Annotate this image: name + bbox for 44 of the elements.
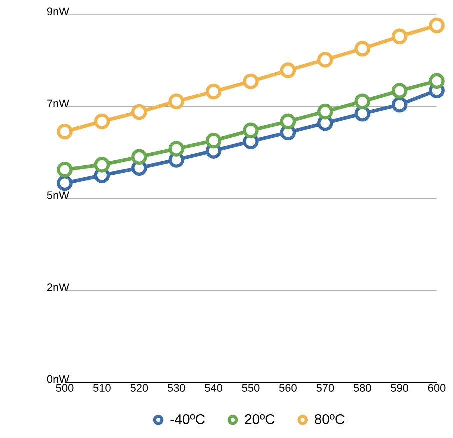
point [354,41,370,57]
legend-label: 20ºC [245,414,275,424]
point [354,106,370,122]
x-tick-label: 600 [428,384,446,392]
y-tick-label: 7nW [48,100,70,108]
point [318,104,334,120]
point [94,114,110,130]
y-tick-label: 0nW [47,375,70,384]
point [392,83,408,99]
point [57,124,73,140]
point [392,28,408,45]
point [392,96,408,113]
x-tick-label: 580 [354,384,372,392]
point [280,114,296,130]
point [429,73,445,90]
point [354,94,370,110]
point [57,175,73,192]
point [206,132,222,149]
y-tick-label: 2nW [47,284,70,292]
point [132,149,148,166]
x-tick-label: 520 [130,384,148,392]
point [168,141,184,157]
point [318,52,334,68]
point [243,122,259,139]
x-tick-label: 530 [168,384,186,392]
x-tick-label: 590 [391,384,409,392]
point [132,104,148,120]
point [280,62,296,78]
x-tick-label: 550 [242,384,260,392]
y-tick-label: 5nW [47,192,70,200]
point [57,162,73,178]
x-tick-label: 510 [93,384,111,392]
legend-label: 80ºC [315,414,345,424]
legend-label: -40ºC [170,414,205,424]
x-tick-label: 500 [56,384,74,392]
x-tick-label: 570 [316,384,334,392]
point [94,157,110,173]
point [243,74,259,90]
point [168,94,184,110]
x-tick-label: 540 [205,384,222,392]
y-tick-label: 9nW [47,8,70,16]
x-tick-label: 560 [279,384,297,392]
point [429,18,445,34]
point [206,84,222,100]
